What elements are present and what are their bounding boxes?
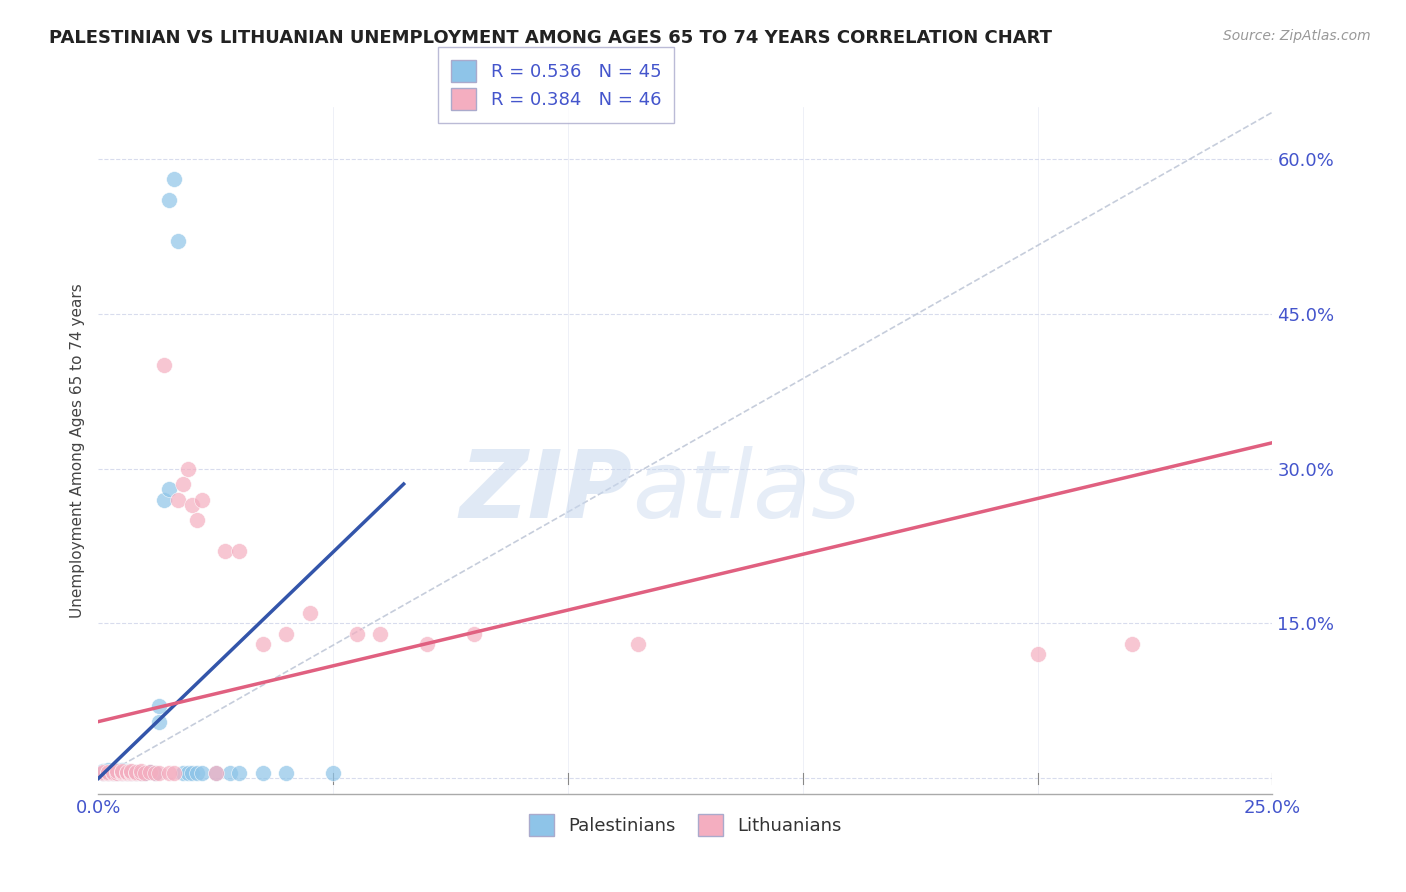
Point (162, 766, 184, 780)
Text: atlas: atlas (633, 446, 860, 537)
Point (252, 637, 274, 651)
Point (129, 766, 152, 780)
Point (167, 235, 190, 249)
Point (111, 766, 134, 780)
Point (228, 544, 250, 558)
Point (214, 544, 236, 558)
Point (190, 492, 212, 507)
Point (120, 766, 142, 780)
Point (97, 766, 120, 780)
Point (105, 766, 128, 780)
Point (111, 764, 134, 779)
Point (111, 765, 134, 780)
Point (125, 765, 148, 780)
Point (463, 627, 485, 641)
Point (91, 766, 114, 780)
Point (157, 482, 180, 496)
Point (120, 765, 142, 780)
Point (139, 765, 162, 780)
Point (115, 765, 138, 780)
Text: ZIP: ZIP (460, 446, 633, 538)
Point (416, 637, 439, 651)
Point (105, 766, 128, 780)
Point (91, 764, 114, 779)
Point (120, 765, 142, 780)
Point (120, 764, 142, 779)
Point (190, 766, 212, 780)
Point (157, 766, 180, 780)
Point (148, 714, 170, 729)
Point (115, 766, 138, 780)
Point (139, 765, 162, 780)
Point (111, 766, 134, 780)
Point (276, 766, 298, 780)
Point (1121, 637, 1143, 651)
Point (105, 765, 128, 780)
Point (181, 766, 204, 780)
Point (346, 627, 368, 641)
Point (101, 765, 124, 780)
Point (162, 172, 184, 186)
Point (111, 763, 134, 777)
Point (111, 765, 134, 780)
Point (181, 498, 204, 512)
Point (97, 765, 120, 780)
Point (101, 766, 124, 780)
Legend: Palestinians, Lithuanians: Palestinians, Lithuanians (522, 806, 849, 843)
Point (627, 637, 650, 651)
Point (97, 765, 120, 780)
Y-axis label: Unemployment Among Ages 65 to 74 years: Unemployment Among Ages 65 to 74 years (69, 283, 84, 618)
Point (101, 766, 124, 780)
Point (148, 766, 170, 780)
Text: Source: ZipAtlas.com: Source: ZipAtlas.com (1223, 29, 1371, 43)
Point (134, 766, 156, 780)
Point (91, 766, 114, 780)
Point (368, 627, 391, 641)
Point (186, 766, 208, 780)
Point (129, 766, 152, 780)
Point (153, 358, 176, 372)
Point (134, 766, 156, 780)
Point (322, 766, 344, 780)
Point (120, 766, 142, 780)
Point (157, 193, 180, 207)
Point (276, 627, 298, 641)
Point (91, 765, 114, 780)
Point (115, 764, 138, 779)
Point (97, 766, 120, 780)
Point (252, 766, 274, 780)
Point (1026, 648, 1049, 662)
Point (153, 492, 176, 507)
Point (186, 513, 208, 527)
Point (148, 699, 170, 714)
Point (105, 763, 128, 777)
Point (129, 764, 152, 779)
Point (298, 606, 321, 620)
Text: PALESTINIAN VS LITHUANIAN UNEMPLOYMENT AMONG AGES 65 TO 74 YEARS CORRELATION CHA: PALESTINIAN VS LITHUANIAN UNEMPLOYMENT A… (49, 29, 1052, 46)
Point (205, 766, 228, 780)
Point (219, 766, 242, 780)
Point (125, 765, 148, 780)
Point (172, 766, 194, 780)
Point (101, 765, 124, 780)
Point (125, 766, 148, 780)
Point (125, 766, 148, 780)
Point (205, 766, 228, 780)
Point (176, 766, 198, 780)
Point (97, 763, 120, 777)
Point (143, 766, 166, 780)
Point (143, 766, 166, 780)
Point (101, 764, 124, 779)
Point (172, 477, 194, 491)
Point (111, 764, 134, 779)
Point (228, 766, 250, 780)
Point (167, 492, 190, 507)
Point (105, 764, 128, 779)
Point (115, 765, 138, 780)
Point (105, 764, 128, 779)
Point (115, 766, 138, 780)
Point (176, 461, 198, 475)
